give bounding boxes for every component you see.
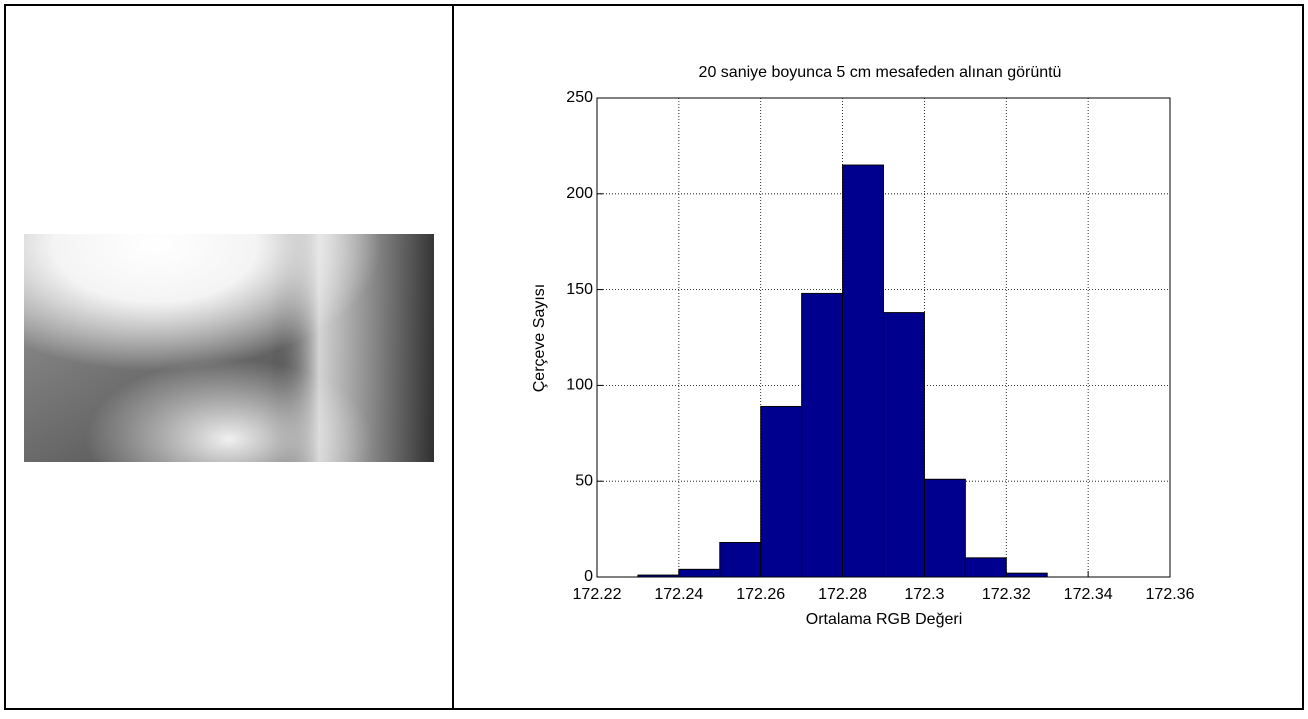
histogram-chart: 20 saniye boyunca 5 cm mesafeden alınan …: [531, 64, 1194, 628]
y-tick-label: 0: [584, 568, 593, 585]
axes-box: [596, 97, 1171, 578]
x-tick-label: 172.26: [736, 586, 785, 603]
x-tick-label: 172.22: [573, 586, 622, 603]
bar: [842, 164, 884, 578]
x-axis-label: Ortalama RGB Değeri: [806, 611, 963, 628]
x-tick-label: 172.34: [1064, 586, 1113, 603]
bar: [719, 542, 762, 578]
y-tick-label: 200: [566, 185, 593, 202]
bar: [883, 312, 925, 578]
bar: [923, 478, 966, 578]
y-axis-label: Çerçeve Sayısı: [531, 284, 548, 392]
bar: [1005, 572, 1048, 578]
x-tick-label: 172.3: [904, 586, 944, 603]
y-tick-label: 100: [566, 377, 593, 394]
bar: [801, 292, 844, 578]
x-tick-label: 172.36: [1146, 586, 1195, 603]
bar: [678, 568, 721, 578]
table-border: [4, 4, 1304, 710]
bar: [760, 405, 803, 578]
x-tick-label: 172.24: [654, 586, 703, 603]
bar: [964, 557, 1007, 578]
x-tick-label: 172.28: [818, 586, 867, 603]
x-tick-label: 172.32: [982, 586, 1031, 603]
y-tick-label: 250: [566, 89, 593, 106]
y-tick-label: 50: [575, 472, 593, 489]
y-tick-label: 150: [566, 281, 593, 298]
camera-image: [24, 234, 434, 462]
chart-title: 20 saniye boyunca 5 cm mesafeden alınan …: [699, 64, 1062, 81]
